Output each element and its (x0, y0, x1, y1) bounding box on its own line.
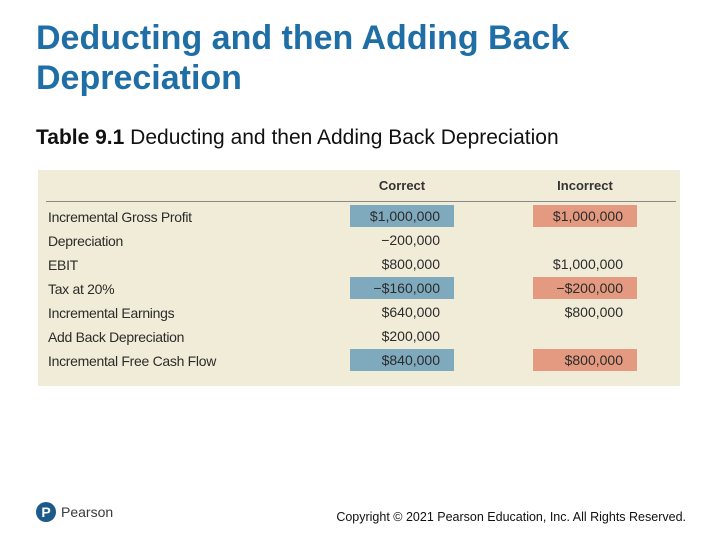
pearson-logo-icon: P (36, 502, 56, 522)
row-label: Add Back Depreciation (48, 329, 185, 345)
incorrect-value: $1,000,000 (552, 256, 623, 272)
table-row: Depreciation −200,000 (38, 229, 680, 253)
correct-value: $1,000,000 (350, 205, 454, 227)
table-number: Table 9.1 (36, 126, 125, 149)
copyright-notice: Copyright © 2021 Pearson Education, Inc.… (336, 510, 686, 524)
row-label: EBIT (48, 257, 78, 273)
row-label: Depreciation (48, 233, 123, 249)
pearson-logo: P Pearson (36, 502, 113, 522)
table-row: EBIT $800,000 $1,000,000 (38, 253, 680, 277)
correct-value: $200,000 (381, 328, 440, 344)
row-label: Incremental Free Cash Flow (48, 353, 217, 369)
correct-value: −200,000 (381, 232, 440, 248)
incorrect-value (533, 325, 637, 347)
correct-value: $840,000 (350, 349, 454, 371)
incorrect-value: $800,000 (564, 304, 623, 320)
table-caption-text: Deducting and then Adding Back Depreciat… (130, 126, 559, 149)
incorrect-value: −$200,000 (533, 277, 637, 299)
incorrect-value: $1,000,000 (533, 205, 637, 227)
column-header-incorrect: Incorrect (557, 178, 613, 193)
header-divider (46, 201, 676, 202)
slide-title: Deducting and then Adding Back Depreciat… (36, 19, 570, 97)
depreciation-table: Correct Incorrect Incremental Gross Prof… (38, 170, 680, 386)
correct-value: −$160,000 (350, 277, 454, 299)
row-label: Tax at 20% (48, 281, 115, 297)
row-label: Incremental Gross Profit (48, 209, 192, 225)
incorrect-value (533, 229, 637, 251)
table-row: Incremental Gross Profit $1,000,000 $1,0… (38, 205, 680, 229)
table-row: Tax at 20% −$160,000 −$200,000 (38, 277, 680, 301)
correct-value: $800,000 (381, 256, 440, 272)
pearson-logo-text: Pearson (61, 504, 114, 520)
row-label: Incremental Earnings (48, 305, 175, 321)
table-row: Incremental Free Cash Flow $840,000 $800… (38, 349, 680, 373)
column-header-correct: Correct (378, 178, 426, 193)
table-row: Add Back Depreciation $200,000 (38, 325, 680, 349)
incorrect-value: $800,000 (533, 349, 637, 371)
correct-value: $640,000 (381, 304, 440, 320)
table-caption: Table 9.1 Deducting and then Adding Back… (36, 126, 559, 150)
table-row: Incremental Earnings $640,000 $800,000 (38, 301, 680, 325)
